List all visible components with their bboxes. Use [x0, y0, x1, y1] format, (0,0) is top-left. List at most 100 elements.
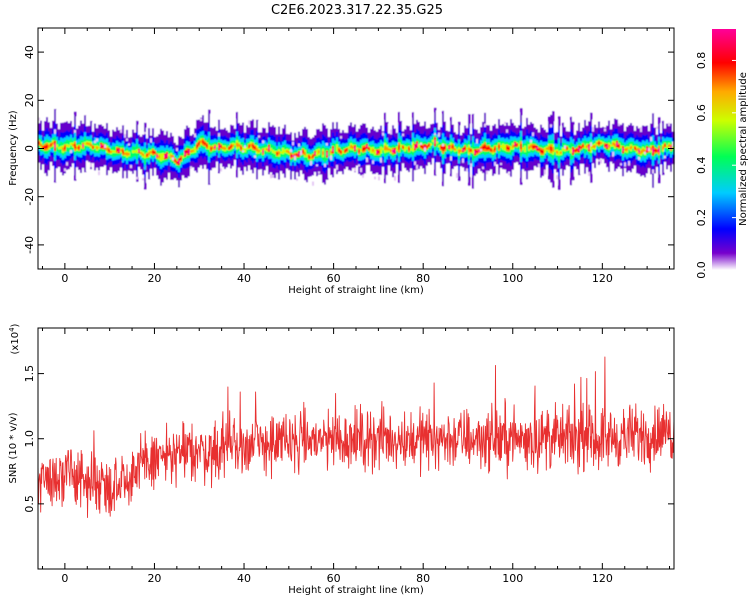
heatmap-cell [162, 154, 165, 159]
heatmap-cell [280, 151, 283, 154]
heatmap-cell [578, 147, 581, 151]
heatmap-cell [238, 143, 241, 147]
snr-series-line [37, 356, 675, 518]
heatmap-cell [38, 141, 41, 145]
heatmap-cell [266, 148, 269, 151]
heatmap-cell [594, 145, 597, 148]
heatmap-noise [298, 143, 300, 147]
heatmap-noise [648, 148, 650, 152]
spectrogram-xlabel: Height of straight line (km) [288, 285, 424, 296]
heatmap-cell [136, 149, 139, 154]
spectrogram-ylabel: Frequency (Hz) [8, 110, 19, 186]
heatmap-cell [380, 148, 383, 152]
heatmap-noise [362, 174, 364, 178]
heatmap-noise [70, 149, 72, 154]
heatmap-cell [234, 143, 237, 146]
heatmap-cell [538, 148, 541, 151]
heatmap-cell [574, 149, 577, 152]
heatmap-noise [98, 171, 100, 176]
heatmap-noise [90, 162, 92, 168]
heatmap-cell [192, 149, 195, 152]
heatmap-cell [560, 151, 563, 154]
heatmap-cell [406, 146, 409, 150]
heatmap-cell [100, 144, 103, 148]
heatmap-cell [426, 145, 429, 149]
heatmap-cell [382, 147, 385, 151]
heatmap-cell [470, 149, 473, 152]
heatmap-noise [142, 178, 144, 181]
heatmap-cell [148, 152, 151, 156]
heatmap-cell [188, 150, 191, 154]
heatmap-cell [178, 160, 181, 164]
heatmap-noise [620, 163, 622, 166]
colorbar-tick-label: 0.6 [695, 104, 708, 122]
heatmap-cell [438, 145, 441, 148]
heatmap-noise [248, 120, 250, 125]
heatmap-cell [58, 146, 61, 150]
heatmap-cell [580, 146, 583, 149]
heatmap-cell [368, 147, 371, 150]
heatmap-cell [72, 143, 75, 147]
heatmap-cell [310, 156, 313, 159]
heatmap-cell [496, 145, 499, 148]
spectrogram-ticks: 0 20 40 60 80 100 120 -40 -20 0 20 40 [23, 28, 674, 285]
heatmap-cell [216, 145, 219, 148]
heatmap-cell [306, 154, 309, 158]
y-tick-label: 1.5 [23, 365, 36, 383]
y-tick-label: 0.5 [23, 495, 36, 513]
heatmap-cells [38, 83, 675, 214]
heatmap-cell [76, 146, 79, 150]
heatmap-cell [144, 154, 147, 159]
heatmap-noise [312, 181, 314, 186]
heatmap-cell [534, 145, 537, 148]
heatmap-cell [398, 145, 401, 150]
heatmap-cell [128, 153, 131, 156]
heatmap-cell [632, 145, 635, 149]
heatmap-cell [232, 144, 235, 147]
heatmap-cell [600, 142, 603, 145]
heatmap-cell [474, 150, 477, 154]
heatmap-cell [250, 143, 253, 147]
heatmap-noise [550, 124, 552, 128]
colorbar-tick-label: 0.4 [695, 156, 708, 174]
heatmap-cell [644, 150, 647, 154]
heatmap-cell [222, 146, 225, 150]
heatmap-noise [486, 170, 488, 175]
heatmap-noise [54, 129, 56, 134]
heatmap-cell [562, 147, 565, 151]
heatmap-cell [394, 149, 397, 153]
heatmap-noise [272, 174, 274, 178]
heatmap-cell [482, 145, 485, 150]
heatmap-cell [302, 150, 305, 153]
heatmap-cell [472, 149, 475, 154]
heatmap-noise [190, 166, 192, 169]
heatmap-cell [544, 148, 547, 152]
heatmap-cell [138, 149, 141, 152]
heatmap-noise [120, 129, 122, 133]
heatmap-cell [628, 146, 631, 150]
heatmap-cell [622, 147, 625, 152]
heatmap-noise [354, 167, 356, 172]
heatmap-cell [330, 150, 333, 154]
spectrogram-heatmap [38, 83, 675, 214]
heatmap-cell [386, 146, 389, 151]
heatmap-cell [274, 150, 277, 155]
heatmap-cell [624, 148, 627, 151]
heatmap-cell [210, 147, 213, 151]
heatmap-cell [476, 150, 479, 154]
heatmap-cell [430, 143, 433, 146]
heatmap-cell [652, 148, 655, 153]
heatmap-cell [446, 146, 449, 149]
heatmap-cell [82, 144, 85, 148]
heatmap-cell [548, 146, 551, 151]
heatmap-cell [286, 150, 289, 153]
heatmap-noise [424, 147, 426, 152]
heatmap-cell [154, 151, 157, 154]
heatmap-cell [642, 148, 645, 153]
heatmap-noise [450, 156, 452, 161]
heatmap-cell [412, 144, 415, 150]
heatmap-noise [294, 155, 296, 161]
snr-ylabel: SNR (10 * v/v) [8, 412, 19, 483]
heatmap-cell [68, 144, 71, 148]
x-tick-label: 40 [237, 572, 251, 585]
